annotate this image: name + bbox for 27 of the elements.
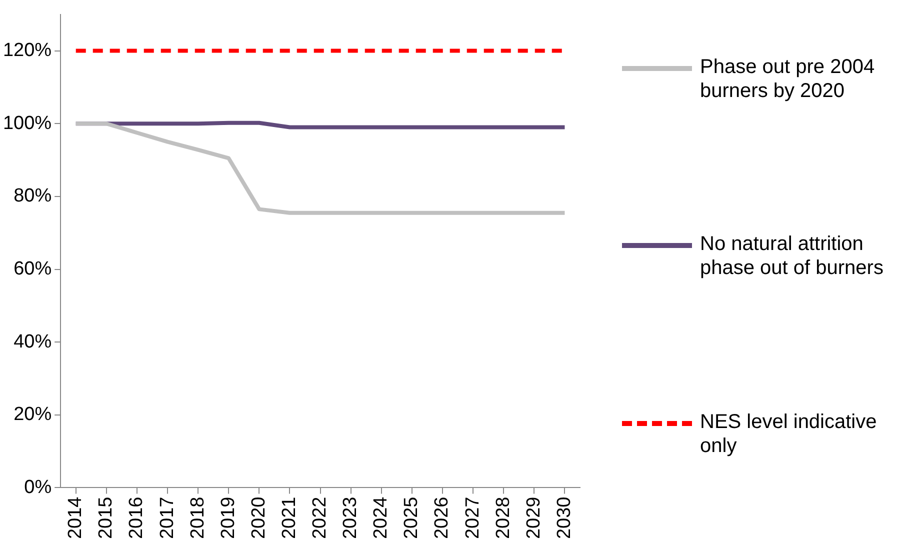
x-tick-label: 2021 [278,496,300,540]
legend-label: No natural attrition phase out of burners [700,232,884,280]
x-tick-label: 2020 [248,496,270,540]
y-tick-label: 40% [14,331,52,352]
legend-label: Phase out pre 2004 burners by 2020 [700,55,876,103]
x-tick-label: 2023 [340,496,362,540]
x-tick-label: 2022 [310,496,331,540]
x-tick-label: 2026 [432,496,453,540]
x-tick-label: 2025 [401,496,422,540]
x-tick-label: 2028 [492,496,514,540]
y-tick-label: 60% [14,258,52,280]
legend-label: NES level indicative only [700,410,878,458]
x-tick-label: 2024 [370,496,392,540]
y-tick-label: 80% [14,186,52,207]
y-tick-label: 100% [2,112,52,134]
x-tick-label: 2019 [218,496,239,540]
x-tick-label: 2017 [156,496,178,540]
y-tick-label: 120% [2,40,52,62]
x-tick-label: 2027 [462,496,484,540]
x-tick-label: 2015 [96,496,117,540]
x-tick-label: 2018 [187,496,208,540]
x-tick-label: 2016 [126,496,148,540]
x-tick-label: 2014 [65,496,86,540]
x-tick-label: 2030 [554,496,575,540]
x-tick-label: 2029 [523,496,544,540]
y-tick-label: 20% [14,404,52,426]
y-tick-label: 0% [24,476,52,498]
